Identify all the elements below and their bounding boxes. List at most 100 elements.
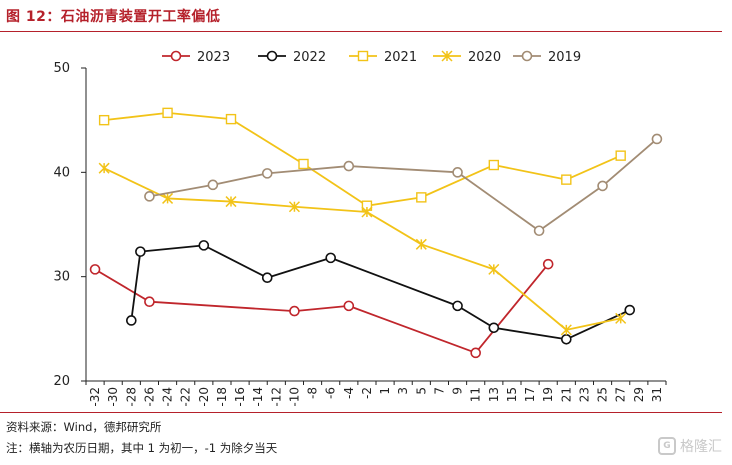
x-tick-label: 17	[523, 387, 537, 402]
data-point-2019	[452, 167, 463, 178]
x-tick-label: 27	[614, 387, 628, 402]
y-tick-label: 50	[53, 61, 70, 76]
watermark-text: 格隆汇	[680, 439, 722, 455]
data-point-2019	[144, 191, 155, 202]
x-tick-label: -4	[342, 387, 356, 399]
x-tick-label: 7	[432, 387, 446, 395]
data-point-2021	[561, 174, 572, 185]
x-tick-label: -28	[124, 387, 138, 407]
chart-plot-area	[89, 107, 663, 359]
data-point-2020	[162, 192, 174, 204]
data-point-2023	[289, 305, 300, 317]
watermark: G 格隆汇	[658, 436, 722, 456]
data-point-2023	[542, 258, 554, 270]
series-line-2023	[94, 263, 549, 354]
source-note: 资料来源：Wind，德邦研究所	[6, 420, 162, 434]
x-tick-label: 5	[414, 387, 428, 395]
data-point-2020	[98, 162, 110, 174]
data-point-2021	[225, 113, 237, 125]
legend-swatch-marker	[357, 50, 369, 62]
x-tick-label: 11	[469, 387, 483, 402]
data-point-2022	[325, 252, 336, 264]
x-tick-label: -8	[306, 387, 320, 399]
data-point-2021	[298, 158, 309, 170]
data-point-2019	[651, 133, 663, 145]
legend-item-2021: 2021	[349, 50, 417, 65]
series-2020	[98, 162, 627, 336]
data-point-2020	[560, 324, 572, 336]
x-tick-label: 23	[577, 387, 591, 402]
legend-item-2023: 2023	[162, 50, 230, 65]
title-divider	[0, 31, 722, 32]
legend-label: 2019	[548, 50, 581, 65]
legend-swatch-marker	[266, 50, 278, 62]
figure-title: 图 12：石油沥青装置开工率偏低	[6, 9, 221, 25]
data-point-2021	[615, 150, 626, 161]
data-point-2023	[470, 347, 481, 359]
x-tick-label: 9	[451, 387, 465, 395]
series-2022	[126, 240, 636, 345]
series-line-2019	[149, 138, 658, 232]
x-tick-label: 19	[541, 387, 555, 402]
data-point-2022	[452, 300, 463, 312]
data-point-2019	[261, 168, 273, 179]
data-point-2020	[615, 312, 627, 324]
series-line-2021	[104, 111, 622, 207]
data-point-2019	[533, 225, 545, 237]
data-point-2019	[343, 160, 355, 172]
x-tick-label: 1	[378, 387, 392, 395]
series-line-2022	[130, 244, 631, 341]
x-tick-label: -2	[360, 387, 374, 399]
legend-swatch-marker	[521, 50, 533, 62]
data-point-2022	[561, 333, 572, 345]
legend-label: 2022	[293, 50, 326, 65]
legend-label: 2021	[384, 50, 417, 65]
legend-item-2019: 2019	[513, 50, 581, 65]
y-tick-label: 30	[53, 270, 70, 285]
data-point-2022	[126, 315, 137, 326]
legend-item-2020: 2020	[433, 50, 501, 65]
line-chart: 2023 2022 2021 2020 2019 20 30 40 50 -32 -30 -28 -2…	[53, 50, 667, 407]
data-point-2021	[488, 159, 500, 171]
data-point-2022	[198, 240, 210, 251]
data-point-2020	[361, 206, 373, 218]
x-tick-label: -12	[269, 387, 283, 407]
x-tick-label: -32	[88, 387, 102, 407]
x-tick-label: -26	[142, 387, 156, 407]
footer-divider	[0, 412, 722, 413]
data-point-2020	[288, 201, 300, 213]
x-tick-label: -6	[324, 387, 338, 399]
legend-item-2022: 2022	[258, 50, 326, 65]
data-point-2022	[488, 322, 500, 334]
x-tick-label: -22	[179, 387, 193, 407]
data-point-2023	[144, 296, 155, 308]
x-tick-label: -24	[161, 387, 175, 407]
x-tick-label: -20	[197, 387, 211, 407]
y-tick-label: 20	[53, 374, 70, 389]
legend-swatch-marker	[170, 50, 182, 62]
x-tick-label: -10	[287, 387, 301, 407]
data-point-2022	[624, 304, 636, 316]
x-tick-label: 31	[650, 387, 664, 402]
data-point-2022	[261, 272, 273, 284]
data-point-2019	[597, 180, 608, 192]
data-point-2019	[207, 179, 219, 191]
x-tick-label: -14	[251, 387, 265, 407]
legend-label: 2020	[468, 50, 501, 65]
data-point-2022	[135, 246, 146, 257]
series-2023	[89, 258, 554, 359]
x-tick-label: -18	[215, 387, 229, 407]
data-point-2020	[225, 196, 237, 208]
watermark-logo-icon: G	[658, 437, 676, 455]
y-tick-label: 40	[53, 165, 70, 180]
data-point-2021	[162, 107, 173, 119]
legend-label: 2023	[197, 50, 230, 65]
data-point-2023	[89, 264, 101, 275]
x-tick-label: 3	[396, 387, 410, 395]
series-2021	[98, 107, 626, 211]
series-2019	[144, 133, 663, 237]
x-tick-label: 29	[632, 387, 646, 402]
data-point-2021	[98, 114, 110, 126]
x-tick-label: 21	[559, 387, 573, 402]
x-tick-label: -16	[233, 387, 247, 407]
